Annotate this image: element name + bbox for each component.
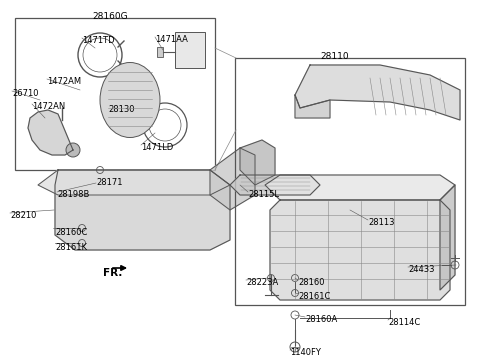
- Text: 26710: 26710: [12, 89, 38, 98]
- Text: 1472AN: 1472AN: [32, 102, 65, 111]
- Polygon shape: [28, 110, 73, 155]
- Text: 1472AM: 1472AM: [47, 77, 81, 86]
- Text: 28198B: 28198B: [57, 190, 89, 199]
- Polygon shape: [230, 175, 320, 195]
- Polygon shape: [295, 65, 460, 120]
- Text: 1471AA: 1471AA: [155, 35, 188, 44]
- Polygon shape: [295, 95, 330, 118]
- Text: 28160C: 28160C: [55, 228, 87, 237]
- Polygon shape: [55, 170, 230, 250]
- Text: 28161K: 28161K: [55, 243, 87, 252]
- Text: 28223A: 28223A: [246, 278, 278, 287]
- Polygon shape: [440, 185, 455, 290]
- Text: 1471LD: 1471LD: [141, 143, 173, 152]
- Text: 24433: 24433: [408, 265, 434, 274]
- Polygon shape: [265, 175, 455, 200]
- Text: 28161C: 28161C: [298, 292, 330, 301]
- Text: 28210: 28210: [10, 211, 36, 220]
- Text: 28115L: 28115L: [248, 190, 279, 199]
- Text: 28171: 28171: [96, 178, 122, 187]
- Bar: [235, 58, 465, 305]
- Bar: [175, 32, 205, 68]
- Text: 28114C: 28114C: [388, 318, 420, 327]
- Circle shape: [66, 143, 80, 157]
- Polygon shape: [240, 140, 275, 185]
- Polygon shape: [210, 148, 255, 210]
- Text: 28130: 28130: [108, 105, 134, 114]
- Bar: [157, 47, 163, 57]
- Text: 28113: 28113: [368, 218, 395, 227]
- Text: 1471TD: 1471TD: [82, 36, 115, 45]
- Ellipse shape: [100, 62, 160, 138]
- Text: 28110: 28110: [320, 52, 348, 61]
- Text: FR.: FR.: [103, 268, 122, 278]
- Text: 28160G: 28160G: [92, 12, 128, 21]
- Text: 28160A: 28160A: [305, 315, 337, 324]
- Polygon shape: [38, 170, 230, 195]
- Bar: [15, 18, 215, 170]
- Polygon shape: [270, 200, 450, 300]
- Text: 1140FY: 1140FY: [290, 348, 321, 357]
- Text: 28160: 28160: [298, 278, 324, 287]
